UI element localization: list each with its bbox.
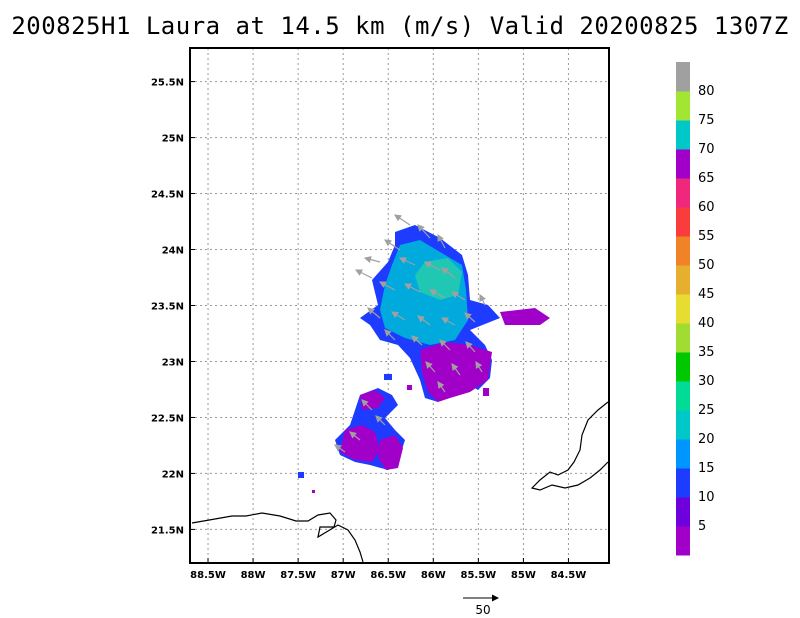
wind-vectors <box>334 214 486 453</box>
lon-tick-label: 88W <box>241 570 266 581</box>
lat-tick-label: 24.5N <box>151 190 184 201</box>
yucatan-coast <box>191 512 364 563</box>
coastlines <box>191 401 609 563</box>
colorbar-swatch <box>676 323 690 353</box>
colorbar-label: 40 <box>698 316 715 331</box>
lat-tick-label: 25N <box>162 134 184 145</box>
lat-lon-grid <box>190 48 609 563</box>
reference-vector-label: 50 <box>475 603 490 617</box>
wind-speck-3 <box>384 374 392 380</box>
cuba-coast <box>530 401 609 491</box>
colorbar-label: 55 <box>698 229 715 244</box>
colorbar-swatch <box>676 207 690 237</box>
colorbar-swatch <box>676 62 690 92</box>
wind-field-5-purple-1 <box>420 342 492 402</box>
lat-tick-label: 23.5N <box>151 302 184 313</box>
colorbar-label: 60 <box>698 200 715 215</box>
lon-tick-label: 88.5W <box>190 570 226 581</box>
colorbar-label: 30 <box>698 374 715 389</box>
colorbar-label: 5 <box>698 519 706 534</box>
axis-tick-labels: 88.5W 88W 87.5W 87W 86.5W 86W 85.5W 85W 84.5W 21.… <box>151 78 586 581</box>
lat-tick-label: 23N <box>162 357 184 368</box>
wind-field-25-30 <box>415 258 462 300</box>
colorbar-label: 25 <box>698 403 715 418</box>
colorbar-swatch <box>676 439 690 469</box>
colorbar-swatch <box>676 265 690 295</box>
lat-tick-label: 25.5N <box>151 78 184 89</box>
wind-field-south-purple-2 <box>378 435 403 470</box>
lon-tick-label: 84.5W <box>551 570 587 581</box>
colorbar-swatch <box>676 91 690 121</box>
colorbar: 5 10 15 20 25 30 35 40 45 50 55 60 65 70 75 80 <box>676 62 715 556</box>
colorbar-swatch <box>676 381 690 411</box>
lon-tick-label: 87.5W <box>280 570 316 581</box>
colorbar-swatch <box>676 236 690 266</box>
lon-tick-label: 85.5W <box>460 570 496 581</box>
lat-tick-label: 22N <box>162 469 184 480</box>
colorbar-label: 45 <box>698 287 715 302</box>
colorbar-label: 65 <box>698 171 715 186</box>
colorbar-swatch <box>676 526 690 556</box>
lon-tick-label: 87W <box>331 570 356 581</box>
lon-tick-label: 86W <box>421 570 446 581</box>
wind-speed-shading <box>298 225 550 493</box>
reference-vector: 50 <box>463 594 499 617</box>
colorbar-swatch <box>676 468 690 498</box>
colorbar-swatch <box>676 497 690 527</box>
colorbar-swatch <box>676 410 690 440</box>
lat-tick-label: 21.5N <box>151 525 184 536</box>
colorbar-swatch <box>676 294 690 324</box>
colorbar-swatch <box>676 352 690 382</box>
plot-title: 200825H1 Laura at 14.5 km (m/s) Valid 20… <box>11 12 789 40</box>
colorbar-label: 70 <box>698 142 715 157</box>
lat-tick-label: 22.5N <box>151 413 184 424</box>
lat-tick-label: 24N <box>162 246 184 257</box>
wind-speck-4 <box>407 385 412 390</box>
colorbar-swatch <box>676 178 690 208</box>
lon-tick-label: 86.5W <box>370 570 406 581</box>
colorbar-swatch <box>676 149 690 179</box>
colorbar-swatch <box>676 120 690 150</box>
colorbar-label: 20 <box>698 432 715 447</box>
wind-speck-1 <box>298 472 304 478</box>
colorbar-label: 80 <box>698 84 715 99</box>
colorbar-label: 35 <box>698 345 715 360</box>
wind-speck-5 <box>483 388 489 396</box>
lon-tick-label: 85W <box>511 570 536 581</box>
colorbar-label: 10 <box>698 490 715 505</box>
colorbar-label: 75 <box>698 113 715 128</box>
map-frame <box>189 47 610 564</box>
colorbar-label: 15 <box>698 461 715 476</box>
colorbar-label: 50 <box>698 258 715 273</box>
wind-field-5-purple-2 <box>500 308 550 325</box>
wind-speck-2 <box>312 490 315 493</box>
